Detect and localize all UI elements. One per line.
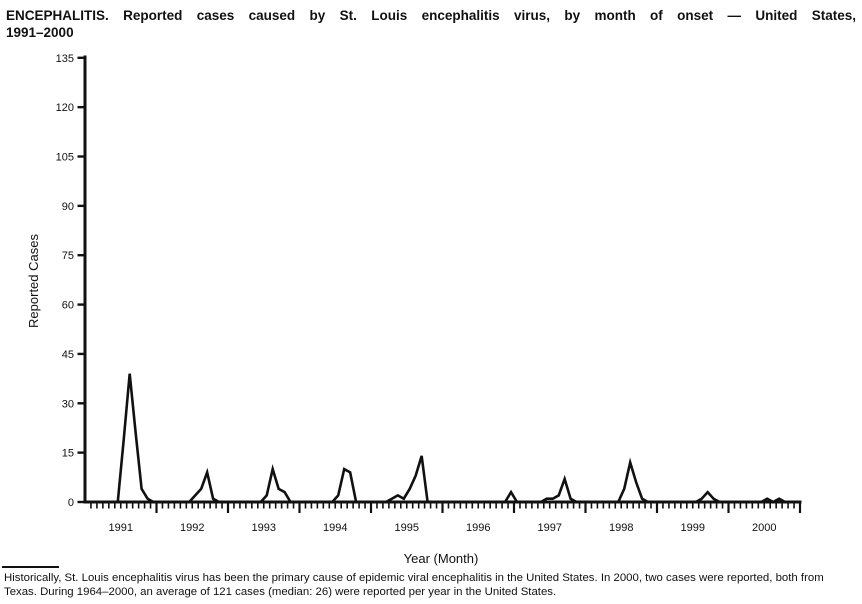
svg-text:1996: 1996	[466, 522, 490, 534]
svg-text:1998: 1998	[609, 522, 633, 534]
svg-text:1994: 1994	[323, 522, 347, 534]
x-axis-title: Year (Month)	[404, 551, 479, 566]
axes	[83, 55, 802, 504]
svg-text:90: 90	[62, 201, 74, 213]
svg-text:30: 30	[62, 398, 74, 410]
x-axis-month-ticks	[90, 503, 802, 513]
y-axis-ticks	[77, 56, 84, 504]
svg-text:2000: 2000	[752, 522, 776, 534]
footnote-rule	[2, 566, 59, 568]
svg-text:75: 75	[62, 250, 74, 262]
svg-text:1992: 1992	[180, 522, 204, 534]
cases-line-series	[87, 373, 798, 504]
svg-text:45: 45	[62, 349, 74, 361]
svg-text:60: 60	[62, 300, 74, 312]
svg-text:15: 15	[62, 448, 74, 460]
y-axis-title: Reported Cases	[26, 234, 41, 328]
svg-text:105: 105	[56, 152, 74, 164]
svg-text:0: 0	[68, 497, 74, 509]
svg-text:120: 120	[56, 102, 74, 114]
svg-text:1991: 1991	[109, 522, 133, 534]
figure-title-line-1: ENCEPHALITIS. Reported cases caused by S…	[6, 8, 856, 23]
svg-text:1995: 1995	[395, 522, 419, 534]
svg-text:135: 135	[56, 53, 74, 65]
figure-title-line-2: 1991–2000	[6, 25, 74, 40]
figure-title: ENCEPHALITIS. Reported cases caused by S…	[6, 7, 856, 41]
x-axis-year-labels: 1991 1992 1993 1994 1995 1996 1997 1998 1999 2000	[109, 522, 777, 534]
svg-text:1993: 1993	[252, 522, 276, 534]
footnote-text: Historically, St. Louis encephalitis vir…	[4, 572, 824, 598]
y-axis-tick-labels: 0 15 30 45 60 75 90 105 120 135	[56, 53, 74, 509]
svg-text:1999: 1999	[681, 522, 705, 534]
svg-text:1997: 1997	[538, 522, 562, 534]
